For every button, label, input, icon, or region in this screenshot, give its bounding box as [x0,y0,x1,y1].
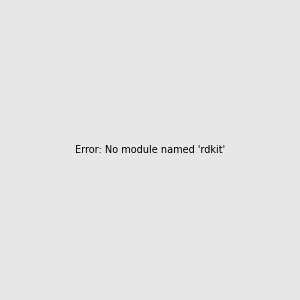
Text: Error: No module named 'rdkit': Error: No module named 'rdkit' [75,145,225,155]
